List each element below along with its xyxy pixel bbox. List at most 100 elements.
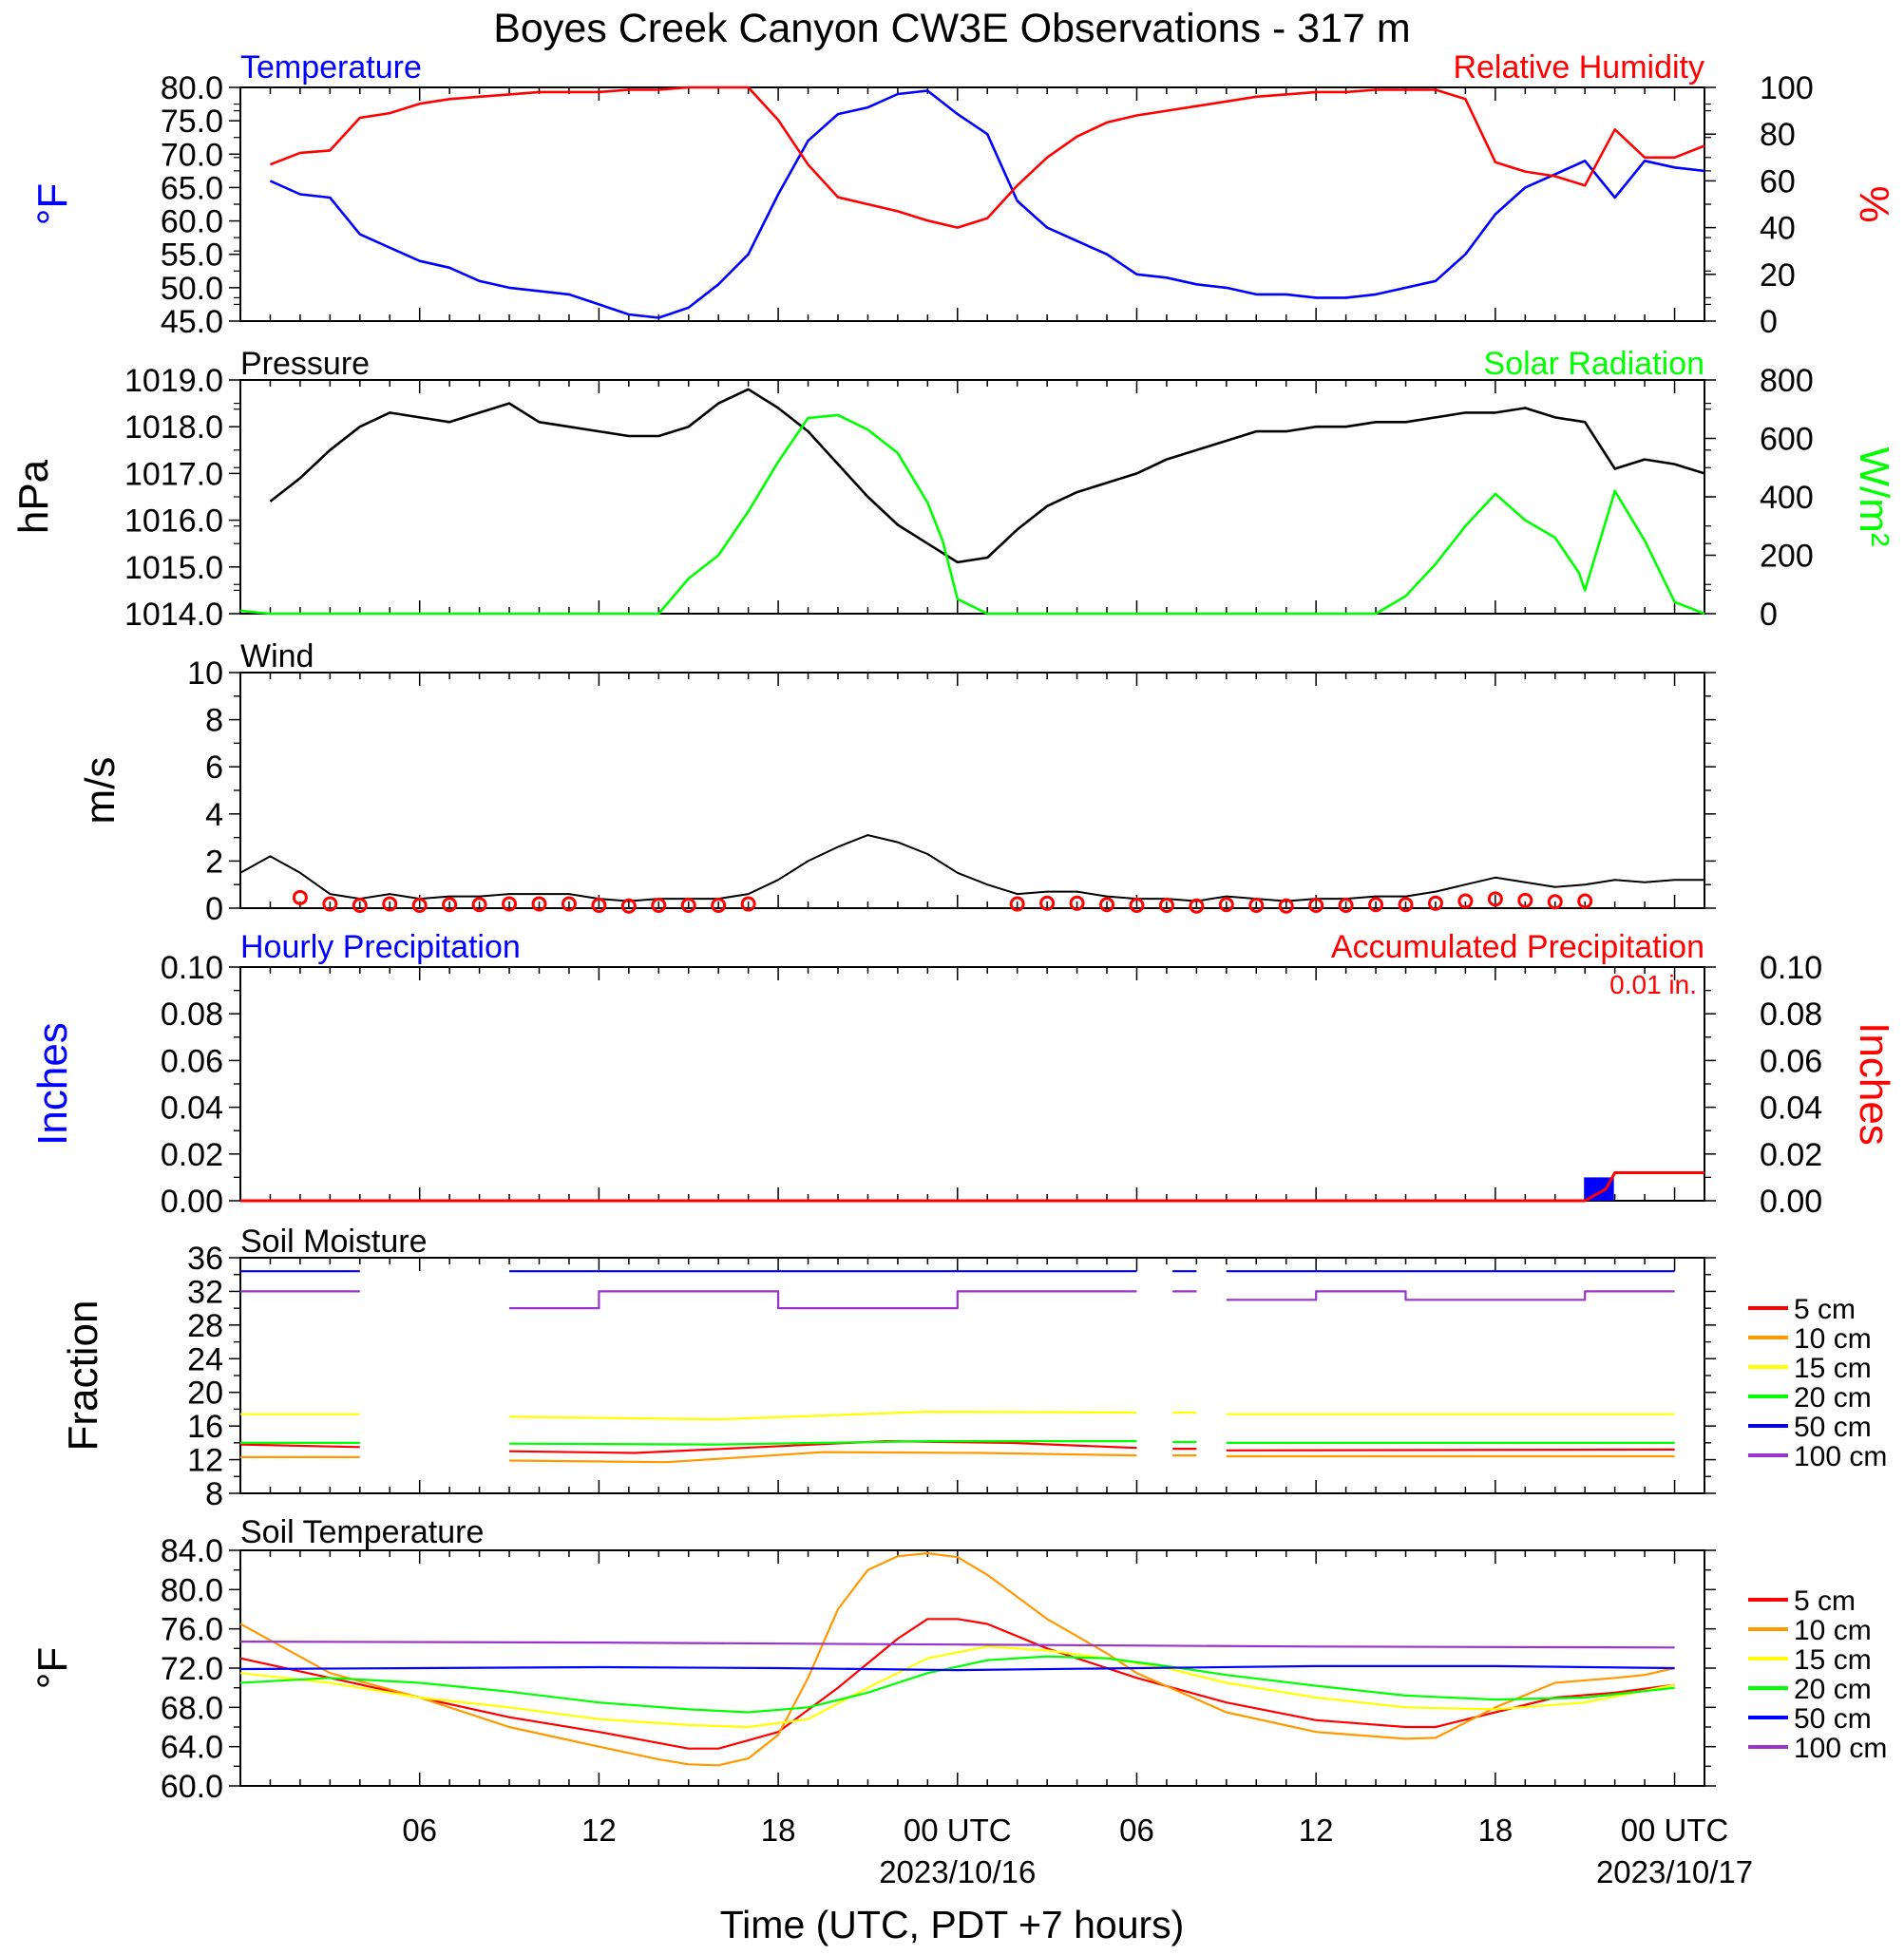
panel-soil-temperature: 84.080.0 76.072.068.0 64.060.0 Soil Tempera…: [29, 1514, 1887, 1889]
y-tick-label: 800: [1760, 363, 1814, 399]
wind-marker: [1368, 897, 1384, 913]
series-line: [239, 1645, 1675, 1729]
wind-marker: [292, 889, 308, 905]
y-tick-label: 0.04: [1760, 1091, 1822, 1127]
x-tick-label: 18: [761, 1813, 796, 1848]
y-tick-label: 200: [1760, 539, 1814, 575]
y-tick-label: 16: [187, 1409, 223, 1445]
wind-marker: [1218, 897, 1234, 913]
y-tick-label: 60.0: [161, 1769, 223, 1805]
legend-label: 15 cm: [1794, 1644, 1872, 1676]
series-line: [508, 1439, 1137, 1446]
y-tick-label: 100: [1760, 70, 1814, 106]
y-axis-label-left: °F: [29, 183, 76, 225]
y-tick-label: 36: [187, 1241, 223, 1277]
legend-label: 20 cm: [1794, 1382, 1872, 1414]
x-tick-label: 18: [1477, 1813, 1513, 1848]
legend-label: 5 cm: [1794, 1294, 1856, 1325]
wind-marker: [531, 896, 547, 912]
y-tick-label: 55.0: [161, 237, 223, 274]
y-tick-label: 0.02: [161, 1137, 223, 1173]
x-tick-label: 12: [1299, 1813, 1334, 1848]
wind-marker: [1129, 898, 1145, 914]
y-tick-label: 10: [187, 655, 223, 692]
x-tick-date: 2023/10/17: [1596, 1854, 1753, 1889]
wind-marker: [1099, 897, 1115, 913]
panel-precipitation: 0.10 0.08 0.06 0.04 0.02 0.00 0.10 0.08 0.06 0.04…: [29, 929, 1897, 1220]
wind-marker: [1398, 897, 1414, 913]
y-axis-label-right: W/m²: [1851, 446, 1897, 546]
x-tick-label: 06: [402, 1813, 437, 1848]
wind-marker: [1158, 898, 1174, 914]
y-tick-label: 60.0: [161, 204, 223, 240]
wind-marker: [1248, 898, 1265, 914]
y-tick-label: 12: [187, 1443, 223, 1479]
y-tick-label: 20: [187, 1376, 223, 1412]
y-tick-label: 64.0: [161, 1730, 223, 1766]
y-tick-label: 80.0: [161, 1572, 223, 1608]
series-line: [269, 388, 1705, 564]
series-line: [239, 1655, 1675, 1714]
y-tick-label: 0: [1760, 304, 1778, 340]
y-tick-label: 28: [187, 1308, 223, 1344]
wind-marker: [411, 898, 428, 914]
wind-marker: [1278, 898, 1294, 914]
plot-frame: [239, 86, 1705, 322]
legend-label: 15 cm: [1794, 1353, 1872, 1384]
wind-marker: [1547, 894, 1563, 910]
legend-label: 5 cm: [1794, 1585, 1856, 1617]
plot-frame: [239, 1257, 1705, 1494]
plot-frame: [239, 966, 1705, 1202]
panel-title-left: Soil Moisture: [240, 1224, 428, 1260]
panel-title-right: Relative Humidity: [1453, 49, 1704, 85]
x-tick-date: 2023/10/16: [879, 1854, 1036, 1889]
panel-title-left: Wind: [240, 638, 314, 674]
series-line: [239, 834, 1704, 902]
wind-marker: [352, 898, 368, 914]
wind-marker: [1577, 893, 1593, 909]
legend-label: 50 cm: [1794, 1412, 1872, 1443]
y-tick-label: 50.0: [161, 271, 223, 307]
panel-title-left: Soil Temperature: [240, 1514, 484, 1550]
panel-title-right: Accumulated Precipitation: [1331, 929, 1704, 965]
y-tick-label: 600: [1760, 422, 1814, 458]
x-tick-label: 12: [581, 1813, 617, 1848]
x-axis-label: Time (UTC, PDT +7 hours): [720, 1903, 1185, 1946]
y-tick-label: 32: [187, 1274, 223, 1310]
legend-label: 100 cm: [1794, 1441, 1887, 1472]
panel-title-left: Pressure: [240, 346, 370, 382]
series-line: [239, 1443, 360, 1449]
wind-marker: [322, 896, 338, 912]
y-tick-label: 0.06: [161, 1043, 223, 1079]
figure-title: Boyes Creek Canyon CW3E Observations - 3…: [493, 6, 1411, 51]
y-tick-label: 84.0: [161, 1533, 223, 1569]
y-tick-label: 1014.0: [124, 597, 223, 633]
series-line: [1226, 1290, 1675, 1301]
y-tick-label: 8: [205, 703, 223, 739]
panel-wind: 10 8 6 4 2 0 Wind m/s: [77, 638, 1716, 927]
plot-frame: [239, 672, 1705, 909]
y-axis-label-right: %: [1851, 185, 1897, 222]
y-tick-label: 1018.0: [124, 409, 223, 446]
wind-marker: [1039, 895, 1056, 911]
panel-title-right: Solar Radiation: [1484, 346, 1704, 382]
y-tick-label: 4: [205, 797, 223, 833]
y-tick-label: 1015.0: [124, 550, 223, 586]
y-axis-label: °F: [29, 1647, 76, 1689]
series-line: [508, 1410, 1137, 1421]
series-line: [269, 85, 1705, 229]
wind-marker: [1009, 896, 1025, 912]
plot-frame: [239, 379, 1705, 615]
panel-title-left: Hourly Precipitation: [240, 929, 521, 965]
legend-label: 50 cm: [1794, 1703, 1872, 1735]
y-tick-label: 0.08: [1760, 996, 1822, 1033]
y-axis-label-left: Inches: [29, 1022, 76, 1146]
x-tick-label: 00 UTC: [1621, 1813, 1729, 1848]
y-tick-label: 1017.0: [124, 456, 223, 492]
y-tick-label: 0.10: [161, 950, 223, 986]
y-tick-label: 1016.0: [124, 503, 223, 540]
x-tick-label: 06: [1119, 1813, 1154, 1848]
series-line: [239, 1664, 1675, 1672]
accumulated-total: 0.01 in.: [1609, 970, 1697, 999]
